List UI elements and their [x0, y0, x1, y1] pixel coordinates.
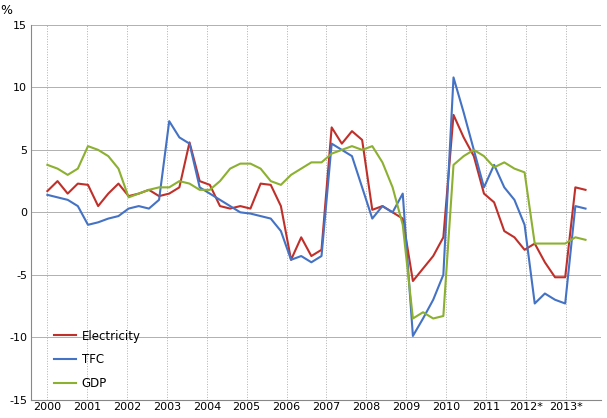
TFC — [409, 334, 416, 339]
Electricity — [450, 112, 457, 117]
Electricity — [368, 207, 376, 212]
Electricity — [409, 278, 416, 283]
Text: %: % — [0, 5, 12, 18]
GDP — [379, 160, 386, 165]
TFC — [359, 185, 366, 190]
GDP — [257, 166, 264, 171]
Electricity — [44, 189, 51, 194]
TFC — [247, 211, 254, 216]
Legend: Electricity, TFC, GDP: Electricity, TFC, GDP — [55, 330, 141, 390]
GDP — [368, 144, 376, 149]
GDP — [409, 316, 416, 321]
TFC — [368, 216, 376, 221]
Electricity — [338, 141, 345, 146]
Line: GDP: GDP — [47, 146, 586, 319]
GDP — [145, 187, 152, 192]
GDP — [84, 144, 92, 149]
GDP — [430, 316, 437, 321]
Electricity — [582, 187, 589, 192]
GDP — [348, 144, 356, 149]
Electricity — [419, 266, 427, 271]
TFC — [450, 75, 457, 80]
Electricity — [247, 206, 254, 211]
TFC — [135, 204, 143, 209]
Line: TFC: TFC — [47, 77, 586, 336]
Electricity — [135, 191, 143, 196]
GDP — [44, 162, 51, 167]
TFC — [419, 316, 427, 321]
TFC — [44, 192, 51, 197]
TFC — [582, 206, 589, 211]
Electricity — [359, 138, 366, 143]
GDP — [582, 237, 589, 242]
Line: Electricity: Electricity — [47, 115, 586, 281]
TFC — [338, 148, 345, 153]
